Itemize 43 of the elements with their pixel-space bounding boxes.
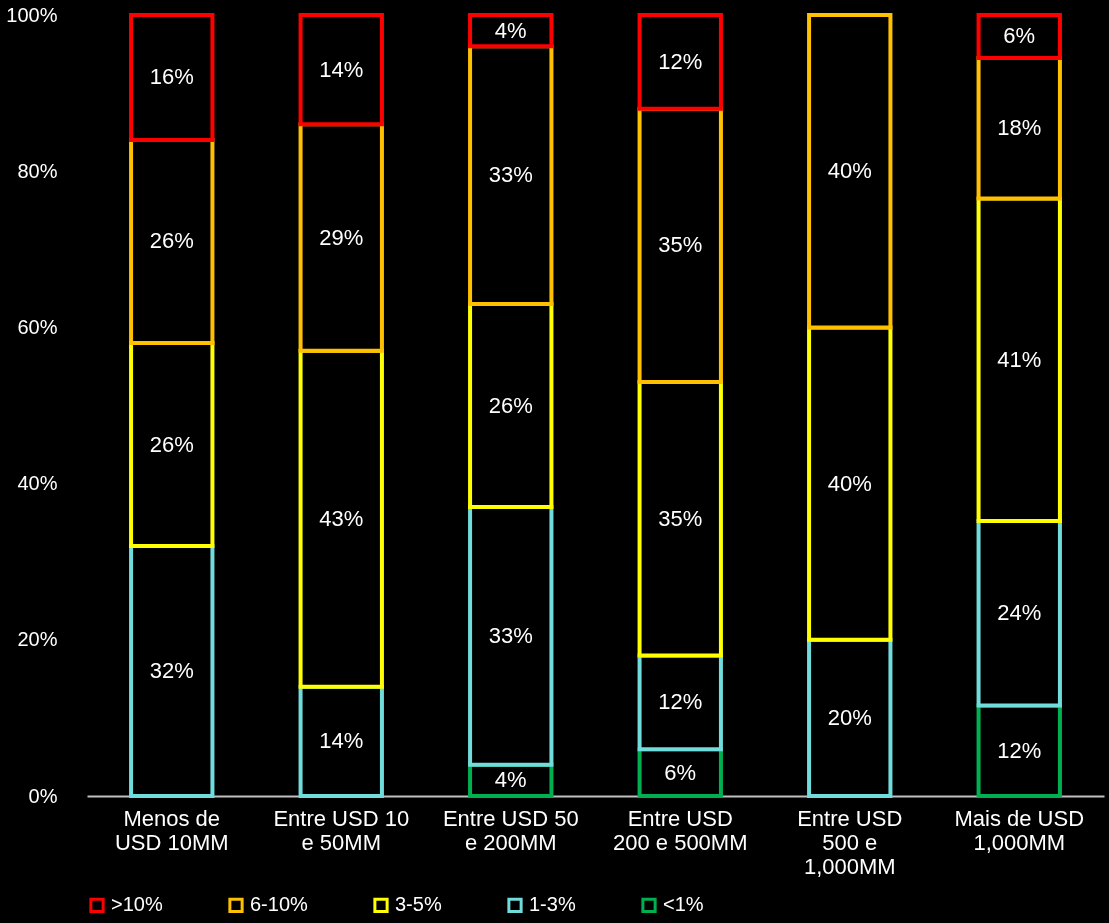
x-tick-label: Entre USD 500 e 1,000MM — [797, 805, 903, 879]
data-label: 14% — [319, 56, 364, 82]
data-label: 32% — [149, 658, 194, 684]
data-label: 35% — [658, 505, 703, 531]
data-label: 14% — [319, 728, 364, 754]
data-label: 24% — [997, 600, 1042, 626]
data-label: 40% — [827, 470, 872, 496]
data-label: 26% — [149, 431, 194, 457]
x-tick-label: Menos de USD 10MM — [114, 805, 229, 855]
x-tick-label: Mais de USD 1,000MM — [954, 805, 1085, 855]
y-tick-label: 60% — [17, 315, 58, 338]
legend-label: 1-3% — [529, 893, 576, 916]
legend-label: 3-5% — [395, 893, 442, 916]
data-label: 6% — [664, 759, 697, 785]
data-label: 4% — [494, 767, 527, 793]
legend-label: >10% — [111, 893, 163, 916]
y-tick-label: 80% — [17, 159, 58, 182]
x-tick-label: Entre USD 50 e 200MM — [442, 805, 579, 855]
x-tick-label: Entre USD 10 e 50MM — [273, 805, 410, 855]
data-label: 33% — [488, 162, 533, 188]
data-label: 16% — [149, 64, 194, 90]
y-tick-label: 20% — [17, 628, 58, 651]
x-tick-label: Entre USD 200 e 500MM — [612, 805, 748, 855]
legend-label: 6-10% — [250, 893, 309, 916]
data-label: 26% — [488, 392, 533, 418]
data-label: 43% — [319, 505, 364, 531]
data-label: 33% — [488, 622, 533, 648]
data-label: 12% — [997, 737, 1042, 763]
y-tick-label: 0% — [28, 784, 58, 807]
data-label: 20% — [827, 704, 872, 730]
data-label: 6% — [1003, 23, 1036, 49]
data-label: 26% — [149, 228, 194, 254]
y-tick-label: 40% — [17, 472, 58, 495]
legend-label: <1% — [663, 893, 704, 916]
data-label: 35% — [658, 232, 703, 258]
data-label: 12% — [658, 48, 703, 74]
data-label: 41% — [997, 346, 1042, 372]
data-label: 18% — [997, 115, 1042, 141]
data-label: 29% — [319, 224, 364, 250]
data-label: 12% — [658, 689, 703, 715]
y-tick-label: 100% — [6, 3, 58, 26]
data-label: 4% — [494, 17, 527, 43]
data-label: 40% — [827, 158, 872, 184]
